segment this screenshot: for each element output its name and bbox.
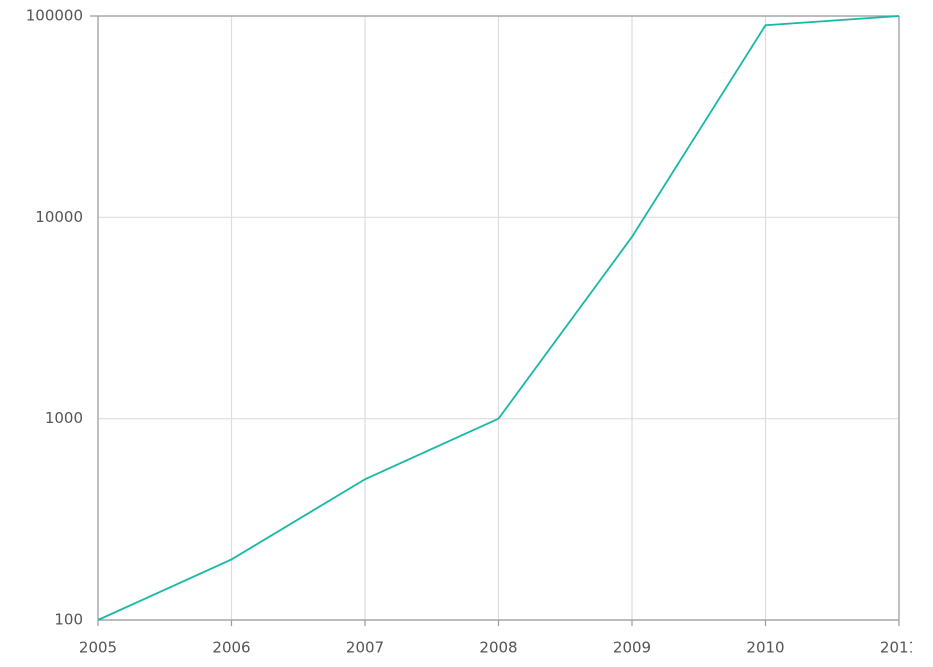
y-tick-label: 1000 (45, 409, 83, 427)
chart-area: 2005 2006 2007 2008 2009 2010 2011 100 1000 10000… (26, 7, 918, 657)
x-tick-label: 2010 (746, 639, 784, 657)
x-tick-label: 2005 (79, 639, 117, 657)
x-tick-label: 2007 (346, 639, 384, 657)
data-line (97, 15, 900, 621)
x-tick-label: 2006 (212, 639, 250, 657)
y-tick-label: 100 (54, 611, 83, 629)
x-tick-label: 2011 (880, 639, 918, 657)
x-tick-label: 2008 (479, 639, 517, 657)
y-tick-label: 100000 (26, 7, 83, 25)
y-tick-label: 10000 (35, 208, 83, 226)
x-tick-label: 2009 (613, 639, 651, 657)
